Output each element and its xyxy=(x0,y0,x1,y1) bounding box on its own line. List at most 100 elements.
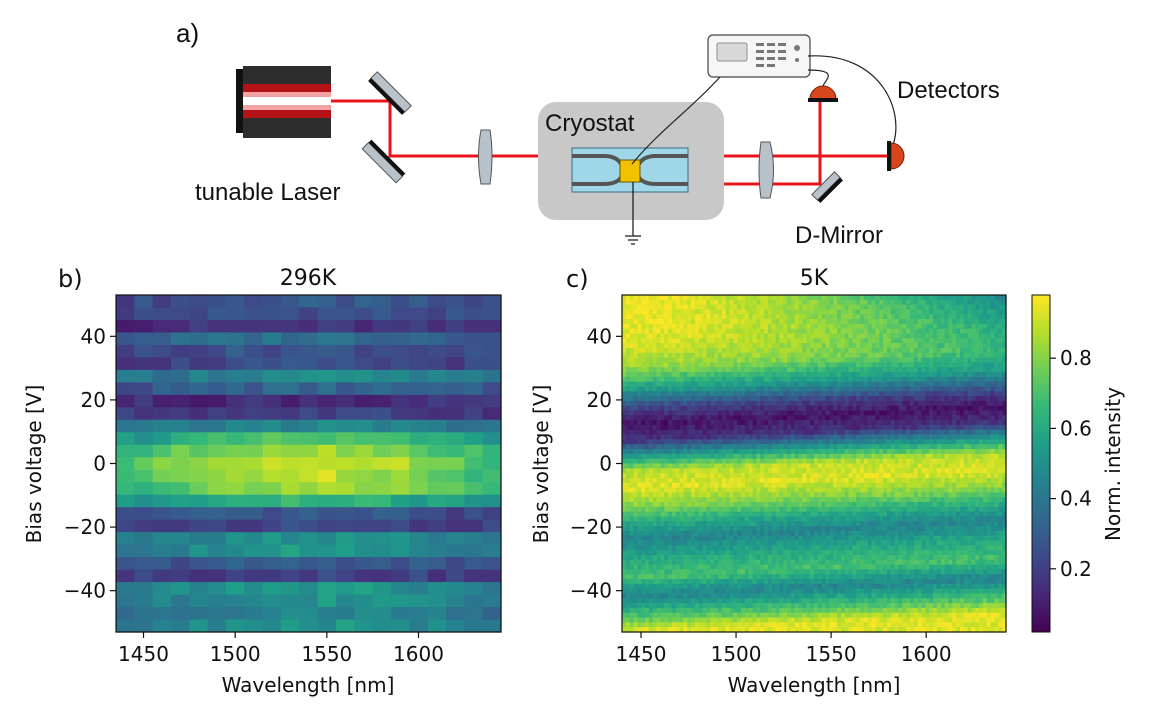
heatmap-cell xyxy=(933,299,938,306)
heatmap-cell xyxy=(652,424,658,431)
heatmap-cell xyxy=(691,396,696,402)
heatmap-cell xyxy=(806,502,811,508)
heatmap-cell xyxy=(963,420,969,426)
heatmap-cell xyxy=(856,473,861,479)
heatmap-cell xyxy=(629,449,635,455)
heatmap-cell xyxy=(814,477,819,484)
heatmap-cell xyxy=(910,299,915,306)
heatmap-cell xyxy=(664,424,669,431)
heatmap-cell xyxy=(625,429,631,436)
heatmap-cell xyxy=(787,405,792,412)
heatmap-cell xyxy=(698,434,704,441)
heatmap-cell xyxy=(668,477,673,484)
heatmap-cell xyxy=(779,357,784,363)
heatmap-cell xyxy=(852,420,857,426)
heatmap-cell xyxy=(718,477,723,484)
heatmap-cell xyxy=(679,338,685,344)
heatmap-cell xyxy=(767,372,773,378)
heatmap-cell xyxy=(794,367,800,373)
heatmap-cell xyxy=(687,482,692,489)
heatmap-cell xyxy=(898,295,903,301)
heatmap-cell xyxy=(948,429,953,436)
heatmap-cell xyxy=(925,434,930,441)
heatmap-cell xyxy=(152,557,172,571)
heatmap-cell xyxy=(871,502,877,508)
heatmap-cell xyxy=(952,458,957,465)
heatmap-cell xyxy=(787,400,792,407)
heatmap-cell xyxy=(775,304,781,311)
heatmap-cell xyxy=(886,444,892,450)
heatmap-cell xyxy=(913,424,919,431)
heatmap-cell xyxy=(913,415,919,421)
heatmap-cell xyxy=(898,429,903,436)
heatmap-cell xyxy=(863,415,869,421)
heatmap-cell xyxy=(189,532,209,546)
heatmap-cell xyxy=(825,328,830,335)
heatmap-cell xyxy=(963,362,969,368)
heatmap-cell xyxy=(783,367,788,373)
heatmap-cell xyxy=(963,333,969,339)
heatmap-cell xyxy=(656,449,661,455)
heatmap-cell xyxy=(733,338,738,344)
heatmap-cell xyxy=(281,307,300,321)
heatmap-cell xyxy=(863,328,869,335)
heatmap-cell xyxy=(844,468,850,474)
heatmap-cell xyxy=(771,357,777,363)
heatmap-cell xyxy=(372,607,392,621)
heatmap-cell xyxy=(952,328,957,335)
heatmap-cell xyxy=(671,386,677,392)
heatmap-cell xyxy=(354,494,374,508)
heatmap-cell xyxy=(679,352,685,359)
heatmap-cell xyxy=(810,347,815,354)
heatmap-cell xyxy=(956,400,961,407)
heatmap-cell xyxy=(963,314,969,320)
heatmap-cell xyxy=(706,420,711,426)
heatmap-cell xyxy=(817,492,823,498)
heatmap-cell xyxy=(794,333,800,339)
heatmap-cell xyxy=(871,372,877,378)
heatmap-cell xyxy=(625,396,631,402)
heatmap-cell xyxy=(668,405,673,412)
heatmap-cell xyxy=(821,405,827,412)
heatmap-cell xyxy=(971,444,976,450)
heatmap-cell xyxy=(948,295,953,301)
heatmap-cell xyxy=(956,319,961,325)
heatmap-cell xyxy=(963,468,969,474)
heatmap-cell xyxy=(116,382,135,396)
heatmap-cell xyxy=(856,343,861,349)
heatmap-cell xyxy=(998,453,1003,460)
heatmap-cell xyxy=(802,343,807,349)
heatmap-cell xyxy=(733,444,738,450)
heatmap-cell xyxy=(833,372,838,378)
heatmap-cell xyxy=(852,333,857,339)
heatmap-cell xyxy=(802,323,807,330)
heatmap-cell xyxy=(756,415,761,421)
heatmap-cell xyxy=(982,444,988,450)
heatmap-cell xyxy=(645,502,650,508)
heatmap-cell xyxy=(226,419,245,433)
heatmap-cell xyxy=(645,323,650,330)
heatmap-cell xyxy=(629,376,635,383)
heatmap-cell xyxy=(622,347,627,354)
heatmap-cell xyxy=(710,453,715,460)
heatmap-cell xyxy=(134,569,154,583)
heatmap-cell xyxy=(629,439,635,445)
heatmap-cell xyxy=(975,381,980,388)
heatmap-cell xyxy=(967,323,973,330)
heatmap-cell xyxy=(875,444,880,450)
heatmap-cell xyxy=(748,396,754,402)
heatmap-cell xyxy=(744,319,750,325)
panel-b-title: 296K xyxy=(280,266,337,291)
heatmap-cell xyxy=(890,299,896,306)
heatmap-cell xyxy=(737,319,742,325)
heatmap-cell xyxy=(944,314,949,320)
heatmap-cell xyxy=(645,439,650,445)
heatmap-cell xyxy=(994,463,999,469)
heatmap-cell xyxy=(226,519,245,533)
heatmap-cell xyxy=(898,319,903,325)
heatmap-cell xyxy=(948,463,953,469)
heatmap-cell xyxy=(698,396,704,402)
heatmap-cell xyxy=(840,343,846,349)
heatmap-cell xyxy=(729,434,734,441)
heatmap-cell xyxy=(933,482,938,489)
